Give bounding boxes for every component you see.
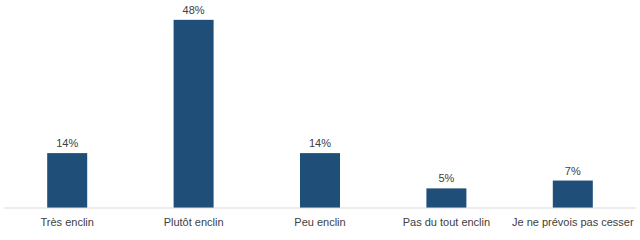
bar [300, 153, 340, 208]
category-label: Plutôt enclin [164, 216, 224, 228]
bar [47, 153, 87, 208]
data-label: 14% [56, 137, 78, 149]
bar [174, 20, 214, 208]
category-label: Pas du tout enclin [403, 216, 490, 228]
labels: 14% Très enclin 48% Plutôt enclin 14% Peu enc… [41, 4, 634, 228]
data-label: 48% [183, 4, 205, 16]
data-label: 7% [565, 165, 581, 177]
data-label: 14% [309, 137, 331, 149]
category-label: Je ne prévois pas cesser [512, 216, 634, 228]
category-label: Peu enclin [294, 216, 345, 228]
bar [553, 181, 593, 208]
chart: 14% Très enclin 48% Plutôt enclin 14% Peu enc… [0, 0, 640, 240]
baseline [4, 208, 636, 209]
bars [47, 20, 593, 208]
bar [426, 188, 466, 208]
category-label: Très enclin [41, 216, 94, 228]
data-label: 5% [438, 172, 454, 184]
